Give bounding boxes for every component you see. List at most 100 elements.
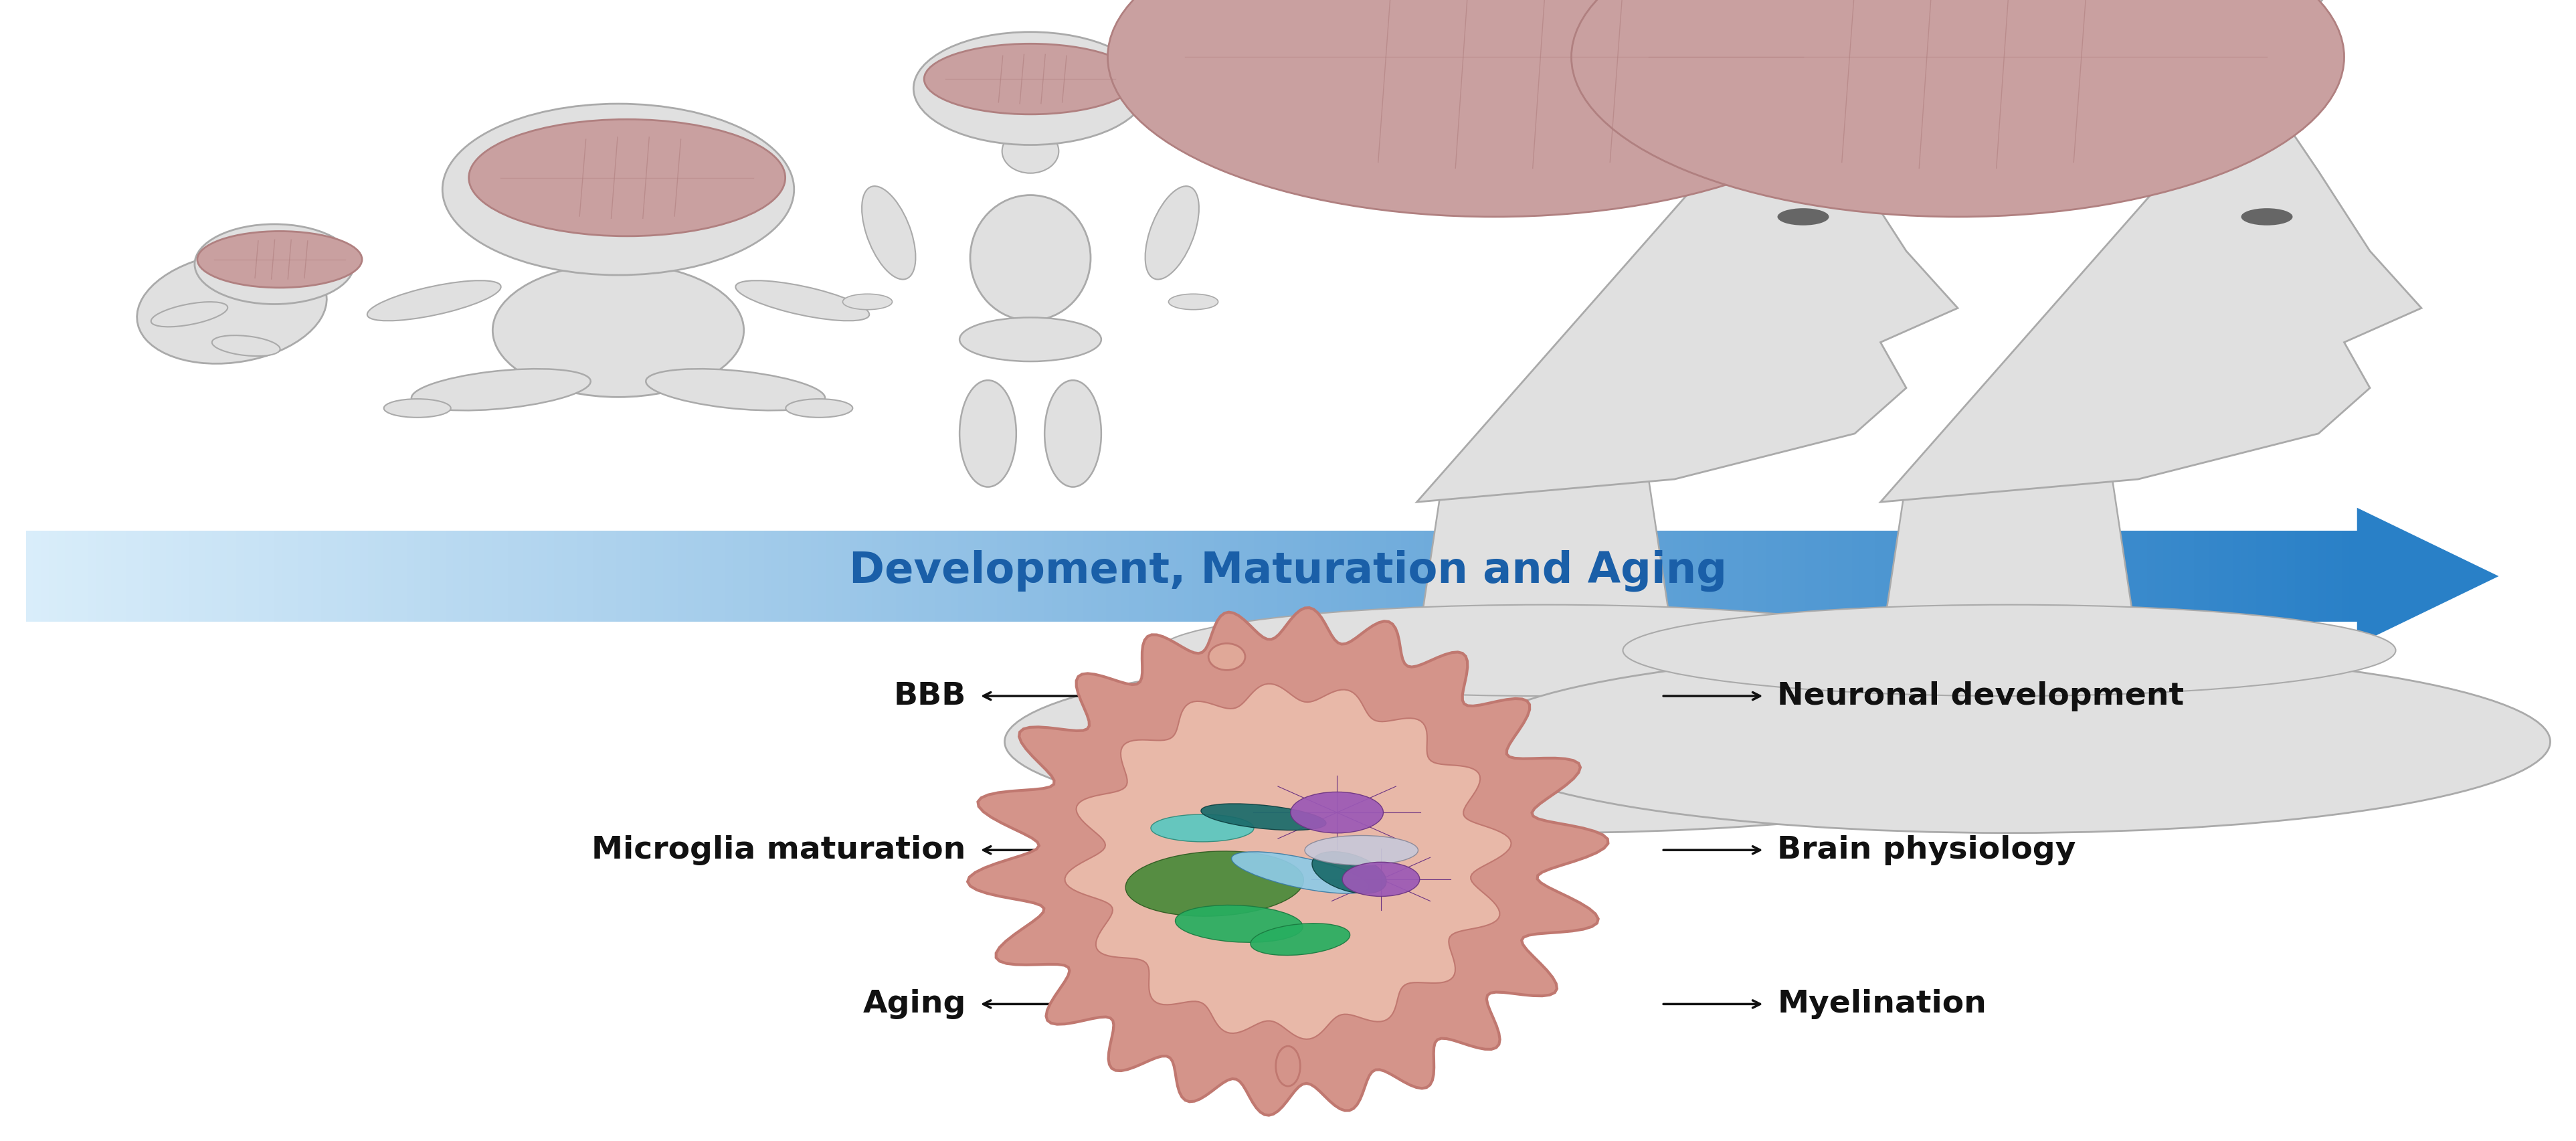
Bar [708,531,716,622]
Bar [523,531,531,622]
Bar [2342,531,2349,622]
Bar [788,531,796,622]
Ellipse shape [863,186,914,280]
Bar [757,531,765,622]
Bar [1121,531,1128,622]
Bar [149,531,157,622]
Bar [1340,531,1347,622]
Bar [1347,531,1355,622]
Bar [368,531,376,622]
Bar [72,531,80,622]
Bar [1105,531,1113,622]
Bar [685,531,693,622]
Bar [1759,531,1767,622]
Bar [1028,531,1036,622]
Bar [407,531,415,622]
Bar [1798,531,1806,622]
Bar [1082,531,1090,622]
Bar [2148,531,2156,622]
Bar [1074,531,1082,622]
Bar [1587,531,1595,622]
Bar [1370,531,1378,622]
Ellipse shape [961,380,1015,487]
Bar [134,531,142,622]
Bar [2022,531,2030,622]
Bar [461,531,469,622]
Ellipse shape [1249,923,1350,955]
Bar [2030,531,2038,622]
Bar [1355,531,1363,622]
Bar [734,531,742,622]
Bar [484,531,492,622]
Bar [2069,531,2076,622]
Ellipse shape [842,294,891,309]
Bar [157,531,165,622]
Ellipse shape [1291,792,1383,833]
Bar [1525,531,1533,622]
Bar [1409,531,1417,622]
Bar [974,531,981,622]
Bar [1270,531,1278,622]
Bar [1821,531,1829,622]
Bar [80,531,88,622]
Bar [781,531,788,622]
Bar [1471,531,1479,622]
Bar [927,531,935,622]
Bar [1309,531,1316,622]
Bar [1216,531,1224,622]
Bar [1425,531,1432,622]
Bar [819,531,827,622]
Bar [196,531,204,622]
Bar [647,531,654,622]
Bar [811,531,819,622]
Bar [1128,531,1136,622]
Bar [1767,531,1775,622]
Bar [726,531,734,622]
Bar [866,531,873,622]
Ellipse shape [585,249,652,293]
Bar [415,531,422,622]
Bar [2303,531,2311,622]
Bar [750,531,757,622]
Bar [1579,531,1587,622]
Ellipse shape [198,232,363,288]
Bar [2218,531,2226,622]
Ellipse shape [1002,129,1059,173]
Bar [1510,531,1517,622]
Bar [1960,531,1968,622]
Bar [608,531,616,622]
Ellipse shape [211,335,281,356]
Bar [2076,531,2084,622]
Ellipse shape [1046,380,1103,487]
Bar [173,531,180,622]
Bar [1066,531,1074,622]
Bar [2115,531,2123,622]
Bar [546,531,554,622]
Bar [2226,531,2233,622]
Bar [242,531,250,622]
Bar [1844,531,1852,622]
Bar [1564,531,1571,622]
Bar [2099,531,2107,622]
Bar [2164,531,2172,622]
Bar [1200,531,1208,622]
Bar [234,531,242,622]
Bar [2326,531,2334,622]
Bar [1262,531,1270,622]
Bar [1255,531,1262,622]
Bar [1713,531,1721,622]
Bar [64,531,72,622]
Bar [569,531,577,622]
Bar [670,531,677,622]
Bar [1151,531,1159,622]
Bar [1984,531,1991,622]
Bar [943,531,951,622]
Bar [268,531,276,622]
Bar [1625,531,1633,622]
Bar [562,531,569,622]
Bar [219,531,227,622]
Bar [842,531,850,622]
Bar [1829,531,1837,622]
Bar [716,531,726,622]
Ellipse shape [152,302,227,326]
